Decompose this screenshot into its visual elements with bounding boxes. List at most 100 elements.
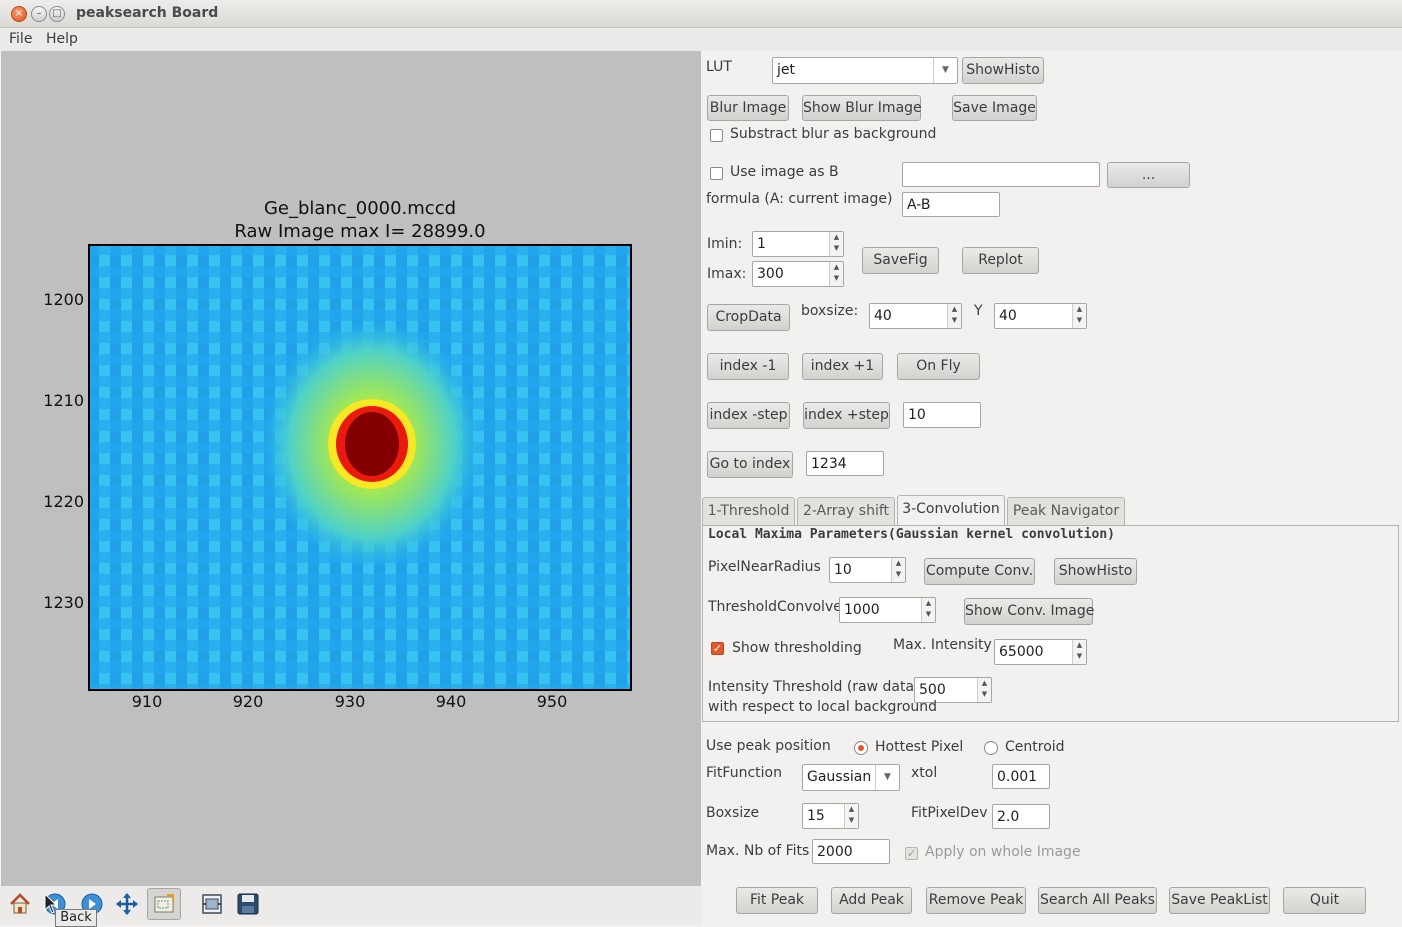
- pan-icon[interactable]: [114, 891, 140, 917]
- chevron-down-icon: ▼: [933, 58, 957, 83]
- imin-spinbox[interactable]: 1 ▲ ▼: [752, 231, 844, 257]
- lut-select[interactable]: jet ▼: [772, 57, 958, 84]
- spin-arrows-icon[interactable]: ▲ ▼: [947, 304, 961, 328]
- showhisto-button[interactable]: ShowHisto: [962, 57, 1044, 84]
- show-blur-image-button[interactable]: Show Blur Image: [802, 95, 922, 121]
- spin-arrows-icon[interactable]: ▲ ▼: [829, 232, 843, 256]
- quit-button[interactable]: Quit: [1283, 887, 1366, 914]
- back-tooltip: Back: [55, 909, 97, 927]
- maximize-window-icon[interactable]: □: [49, 6, 65, 22]
- hottest-pixel-radio[interactable]: [854, 741, 868, 755]
- fit-boxsize-spinbox[interactable]: 15 ▲ ▼: [802, 803, 859, 829]
- max-intensity-label: Max. Intensity: [893, 637, 992, 653]
- save-icon[interactable]: [235, 891, 261, 917]
- use-image-as-b-checkbox[interactable]: [710, 167, 723, 180]
- max-nb-fits-input[interactable]: 2000: [812, 839, 890, 864]
- replot-button[interactable]: Replot: [962, 247, 1039, 274]
- y-tick-1200: 1200: [43, 290, 84, 309]
- spin-arrows-icon[interactable]: ▲ ▼: [844, 804, 858, 828]
- menu-help[interactable]: Help: [46, 31, 78, 47]
- show-thresholding-checkbox[interactable]: ✓: [711, 642, 724, 655]
- y-tick-1230: 1230: [43, 593, 84, 612]
- spin-arrows-icon[interactable]: ▲ ▼: [1072, 304, 1086, 328]
- subplots-icon[interactable]: [199, 891, 225, 917]
- intensity-threshold-value: 500: [919, 682, 946, 698]
- conv-showhisto-button[interactable]: ShowHisto: [1054, 558, 1137, 585]
- tab-threshold[interactable]: 1-Threshold: [702, 497, 795, 525]
- step-input[interactable]: 10: [903, 402, 981, 428]
- plot-title: Ge_blanc_0000.mccd Raw Image max I= 2889…: [88, 197, 632, 243]
- savefig-button[interactable]: SaveFig: [862, 247, 939, 274]
- menu-file[interactable]: File: [9, 31, 33, 47]
- save-peaklist-button[interactable]: Save PeakList: [1169, 887, 1270, 914]
- fitpixeldev-input[interactable]: 2.0: [992, 804, 1050, 829]
- boxsize-spinbox[interactable]: 40 ▲ ▼: [869, 303, 962, 329]
- pixel-near-radius-label: PixelNearRadius: [708, 559, 821, 575]
- fit-function-label: FitFunction: [706, 765, 782, 781]
- menu-bar: [0, 28, 1402, 51]
- chevron-down-icon: ▼: [875, 765, 899, 790]
- intensity-threshold-label: Intensity Threshold (raw data): [708, 679, 920, 695]
- save-image-button[interactable]: Save Image: [952, 95, 1037, 121]
- lut-select-value: jet: [777, 62, 795, 78]
- home-icon[interactable]: [7, 891, 33, 917]
- formula-label: formula (A: current image): [706, 191, 893, 207]
- fit-peak-button[interactable]: Fit Peak: [736, 887, 818, 914]
- go-to-index-button[interactable]: Go to index: [707, 451, 793, 478]
- add-peak-button[interactable]: Add Peak: [831, 887, 912, 914]
- search-all-peaks-button[interactable]: Search All Peaks: [1038, 887, 1157, 914]
- x-tick-950: 950: [536, 692, 568, 711]
- compute-conv-button[interactable]: Compute Conv.: [924, 558, 1035, 585]
- x-tick-930: 930: [334, 692, 366, 711]
- threshold-convolve-spinbox[interactable]: 1000 ▲ ▼: [839, 597, 936, 623]
- minimize-window-icon[interactable]: –: [31, 6, 47, 22]
- hottest-pixel-label: Hottest Pixel: [875, 739, 964, 755]
- fit-function-value: Gaussian: [807, 769, 872, 785]
- y-spinbox[interactable]: 40 ▲ ▼: [994, 303, 1087, 329]
- xtol-input[interactable]: 0.001: [992, 764, 1050, 789]
- show-conv-image-button[interactable]: Show Conv. Image: [964, 598, 1094, 625]
- imax-spinbox[interactable]: 300 ▲ ▼: [752, 261, 844, 287]
- threshold-convolve-value: 1000: [844, 602, 880, 618]
- spin-arrows-icon[interactable]: ▲ ▼: [1072, 640, 1086, 664]
- subtract-blur-checkbox[interactable]: [710, 129, 723, 142]
- intensity-threshold-spinbox[interactable]: 500 ▲ ▼: [914, 677, 992, 703]
- on-fly-button[interactable]: On Fly: [897, 353, 980, 380]
- fit-function-select[interactable]: Gaussian ▼: [802, 764, 900, 791]
- tab-peak-navigator[interactable]: Peak Navigator: [1007, 497, 1125, 525]
- formula-input[interactable]: A-B: [902, 192, 1000, 217]
- index-minus-1-button[interactable]: index -1: [707, 353, 789, 380]
- centroid-radio[interactable]: [984, 741, 998, 755]
- y-tick-1210: 1210: [43, 391, 84, 410]
- close-window-icon[interactable]: ×: [11, 6, 27, 22]
- boxsize-label: boxsize:: [801, 303, 859, 319]
- use-image-as-b-label: Use image as B: [730, 164, 839, 180]
- index-input[interactable]: 1234: [806, 451, 884, 476]
- apply-whole-image-checkbox[interactable]: ✓: [905, 847, 918, 860]
- spin-arrows-icon[interactable]: ▲ ▼: [977, 678, 991, 702]
- show-thresholding-label: Show thresholding: [732, 640, 862, 656]
- use-peak-position-label: Use peak position: [706, 738, 831, 754]
- cropdata-button[interactable]: CropData: [707, 304, 790, 331]
- spin-arrows-icon[interactable]: ▲ ▼: [891, 558, 905, 582]
- index-minus-step-button[interactable]: index -step: [707, 402, 790, 429]
- max-intensity-spinbox[interactable]: 65000 ▲ ▼: [994, 639, 1087, 665]
- image-heatmap[interactable]: [88, 244, 632, 691]
- spin-arrows-icon[interactable]: ▲ ▼: [829, 262, 843, 286]
- spin-arrows-icon[interactable]: ▲ ▼: [921, 598, 935, 622]
- blur-image-button[interactable]: Blur Image: [707, 95, 789, 121]
- image-b-path-input[interactable]: [902, 162, 1100, 187]
- tab-array-shift[interactable]: 2-Array shift: [797, 497, 895, 525]
- max-intensity-value: 65000: [999, 644, 1044, 660]
- apply-whole-image-label: Apply on whole Image: [925, 844, 1081, 860]
- window-title: peaksearch Board: [76, 5, 219, 21]
- x-tick-910: 910: [131, 692, 163, 711]
- index-plus-step-button[interactable]: index +step: [803, 402, 890, 429]
- browse-button[interactable]: ...: [1107, 162, 1190, 188]
- tab-convolution[interactable]: 3-Convolution: [897, 495, 1005, 525]
- remove-peak-button[interactable]: Remove Peak: [926, 887, 1026, 914]
- zoom-icon[interactable]: [147, 888, 181, 920]
- index-plus-1-button[interactable]: index +1: [802, 353, 883, 380]
- x-tick-940: 940: [435, 692, 467, 711]
- pixel-near-radius-spinbox[interactable]: 10 ▲ ▼: [829, 557, 906, 583]
